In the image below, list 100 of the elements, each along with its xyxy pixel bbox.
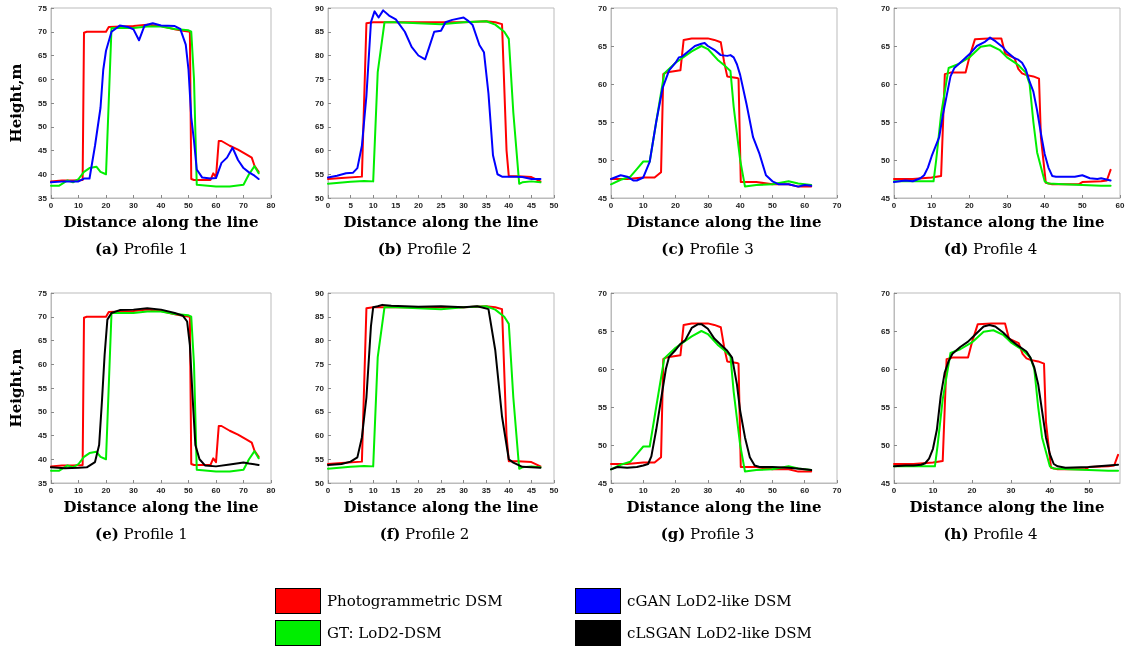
x-tick-label: 70: [832, 485, 842, 495]
x-tick-label: 50: [549, 485, 559, 495]
x-tick-label: 70: [239, 200, 249, 210]
y-tick-label: 65: [598, 41, 608, 51]
x-tick-label: 80: [266, 485, 276, 495]
x-tick-label: 15: [391, 200, 401, 210]
y-tick-label: 45: [598, 193, 608, 203]
y-tick-label: 65: [38, 51, 48, 60]
y-tick-label: 45: [881, 478, 891, 488]
y-tick-label: 50: [598, 440, 608, 450]
y-tick-label: 85: [315, 312, 325, 322]
x-tick-label: 20: [671, 485, 681, 495]
y-tick-label: 75: [315, 74, 325, 84]
x-tick-label: 60: [211, 200, 221, 210]
x-tick-label: 0: [891, 200, 897, 210]
y-tick-label: 55: [38, 98, 48, 108]
y-tick-label: 65: [315, 407, 325, 417]
x-tick-label: 50: [549, 200, 559, 210]
x-tick-label: 10: [368, 485, 379, 495]
y-tick-label: 50: [881, 440, 891, 450]
x-tick-label: 10: [928, 485, 938, 495]
y-axis-title: Height,m: [6, 348, 25, 428]
y-tick-label: 55: [315, 169, 325, 179]
x-axis-title: Distance along the line: [63, 212, 259, 231]
y-tick-label: 45: [598, 478, 608, 488]
y-tick-label: 50: [881, 155, 891, 165]
y-tick-label: 45: [38, 146, 48, 155]
x-tick-label: 0: [48, 200, 54, 210]
text: (a) Profile 1: [94, 240, 189, 258]
x-tick-label: 0: [325, 485, 331, 495]
x-tick-label: 70: [239, 485, 249, 495]
x-tick-label: 20: [671, 200, 681, 210]
x-tick-label: 20: [413, 200, 424, 210]
y-tick-label: 70: [598, 3, 608, 13]
x-tick-label: 50: [1084, 485, 1094, 495]
x-tick-label: 20: [413, 485, 424, 495]
y-tick-label: 80: [315, 336, 325, 345]
y-tick-label: 90: [315, 288, 325, 298]
legend-label: Photogrammetric DSM: [327, 592, 503, 610]
legend-label: GT: LoD2-DSM: [327, 624, 442, 642]
text: (c) Profile 3: [660, 240, 755, 258]
x-tick-label: 60: [211, 485, 221, 495]
x-axis-title: Distance along the line: [343, 497, 539, 516]
x-tick-label: 40: [156, 200, 166, 210]
x-tick-label: 20: [101, 485, 111, 495]
text: (g) Profile 3: [659, 525, 756, 543]
y-tick-label: 55: [881, 117, 891, 127]
x-tick-label: 45: [526, 485, 537, 495]
x-tick-label: 50: [184, 200, 194, 210]
y-tick-label: 75: [315, 359, 325, 369]
y-tick-label: 55: [598, 402, 608, 412]
x-tick-label: 40: [735, 200, 746, 210]
legend-label: cLSGAN LoD2-like DSM: [627, 624, 812, 642]
y-tick-label: 65: [881, 326, 891, 336]
x-tick-label: 30: [1002, 200, 1012, 210]
x-tick-label: 40: [156, 485, 166, 495]
x-tick-label: 5: [348, 485, 354, 495]
x-tick-label: 20: [101, 200, 111, 210]
x-tick-label: 10: [368, 200, 379, 210]
y-tick-label: 80: [315, 51, 325, 60]
x-tick-label: 80: [266, 200, 276, 210]
y-axis-title: Height,m: [6, 63, 25, 143]
y-tick-label: 55: [881, 402, 891, 412]
x-tick-label: 25: [436, 200, 446, 210]
x-tick-label: 10: [638, 200, 649, 210]
y-tick-label: 60: [315, 146, 325, 155]
text: (b) Profile 2: [376, 240, 473, 258]
y-tick-label: 50: [38, 122, 48, 132]
y-tick-label: 50: [38, 407, 48, 417]
y-tick-label: 70: [881, 3, 891, 13]
x-tick-label: 10: [927, 200, 937, 210]
y-tick-label: 40: [38, 169, 48, 179]
y-tick-label: 70: [315, 98, 325, 108]
y-tick-label: 90: [315, 3, 325, 13]
x-tick-label: 50: [767, 200, 778, 210]
y-tick-label: 65: [315, 122, 325, 132]
y-tick-label: 45: [38, 431, 48, 440]
text: (d) Profile 4: [942, 240, 1039, 258]
x-tick-label: 60: [800, 485, 810, 495]
x-tick-label: 50: [1077, 200, 1088, 210]
y-tick-label: 50: [315, 193, 325, 203]
x-tick-label: 20: [967, 485, 977, 495]
x-tick-label: 15: [391, 485, 401, 495]
y-tick-label: 55: [315, 454, 325, 464]
x-tick-label: 30: [129, 200, 139, 210]
y-tick-label: 50: [598, 155, 608, 165]
y-tick-label: 50: [315, 478, 325, 488]
y-tick-label: 60: [38, 359, 48, 369]
y-tick-label: 60: [881, 79, 891, 89]
x-tick-label: 0: [891, 485, 897, 495]
x-tick-label: 0: [48, 485, 54, 495]
x-tick-label: 35: [481, 485, 492, 495]
x-tick-label: 40: [1045, 485, 1055, 495]
y-tick-label: 70: [881, 288, 891, 298]
y-tick-label: 55: [38, 383, 48, 393]
x-tick-label: 25: [436, 485, 446, 495]
y-tick-label: 45: [881, 193, 891, 203]
x-tick-label: 0: [608, 200, 614, 210]
y-tick-label: 75: [38, 3, 48, 13]
x-tick-label: 30: [703, 200, 713, 210]
